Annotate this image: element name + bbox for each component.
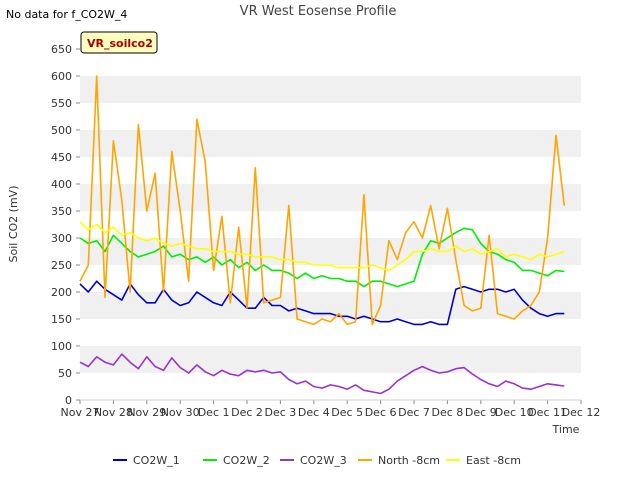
x-tick-label: Dec 7 (398, 406, 430, 419)
y-tick-label: 600 (51, 70, 72, 83)
y-tick-label: 250 (51, 259, 72, 272)
x-tick-label: Dec 5 (331, 406, 363, 419)
legend-label-north-8cm: North -8cm (378, 454, 440, 467)
x-tick-label: Nov 30 (161, 406, 200, 419)
legend-label-co2w-1: CO2W_1 (133, 454, 180, 467)
x-tick-label: Dec 10 (495, 406, 534, 419)
nodata-note: No data for f_CO2W_4 (6, 8, 127, 21)
y-tick-label: 300 (51, 232, 72, 245)
x-tick-label: Dec 8 (432, 406, 464, 419)
x-tick-label: Dec 9 (465, 406, 497, 419)
x-tick-label: Dec 6 (365, 406, 397, 419)
series-line-north-8cm (79, 75, 566, 326)
y-tick-label: 350 (51, 205, 72, 218)
x-tick-label: Nov 27 (61, 406, 100, 419)
legend-label-co2w-2: CO2W_2 (223, 454, 270, 467)
y-tick-label: 50 (58, 367, 72, 380)
y-tick-label: 550 (51, 97, 72, 110)
grid-band (80, 292, 581, 319)
x-axis-label: Time (552, 423, 580, 436)
plot-background (80, 49, 581, 400)
y-tick-label: 150 (51, 313, 72, 326)
grid-band (80, 346, 581, 373)
chart-title: VR West Eosense Profile (240, 4, 397, 19)
y-tick-label: 500 (51, 124, 72, 137)
legend-label-east-8cm: East -8cm (466, 454, 521, 467)
series-line-co2w-1 (79, 280, 565, 326)
x-tick-label: Dec 3 (265, 406, 297, 419)
x-tick-label: Dec 12 (562, 406, 601, 419)
grid-band (80, 76, 581, 103)
x-tick-label: Nov 28 (94, 406, 133, 419)
x-tick-label: Dec 2 (231, 406, 263, 419)
legend-label-co2w-3: CO2W_3 (300, 454, 347, 467)
grid-band (80, 184, 581, 211)
x-tick-label: Nov 29 (127, 406, 166, 419)
y-tick-label: 0 (65, 394, 72, 407)
x-tick-label: Dec 11 (528, 406, 567, 419)
x-tick-label: Dec 4 (298, 406, 330, 419)
y-tick-label: 200 (51, 286, 72, 299)
x-tick-label: Dec 1 (198, 406, 230, 419)
y-tick-label: 100 (51, 340, 72, 353)
y-tick-label: 450 (51, 151, 72, 164)
y-tick-label: 650 (51, 43, 72, 56)
y-tick-label: 400 (51, 178, 72, 191)
y-axis-label: Soil CO2 (mV) (7, 186, 20, 263)
grid-band (80, 130, 581, 157)
site-tag-label: VR_soilco2 (87, 37, 153, 50)
series-line-co2w-3 (79, 353, 565, 395)
series-line-east-8cm (79, 221, 565, 272)
site-tag-box (80, 31, 158, 54)
